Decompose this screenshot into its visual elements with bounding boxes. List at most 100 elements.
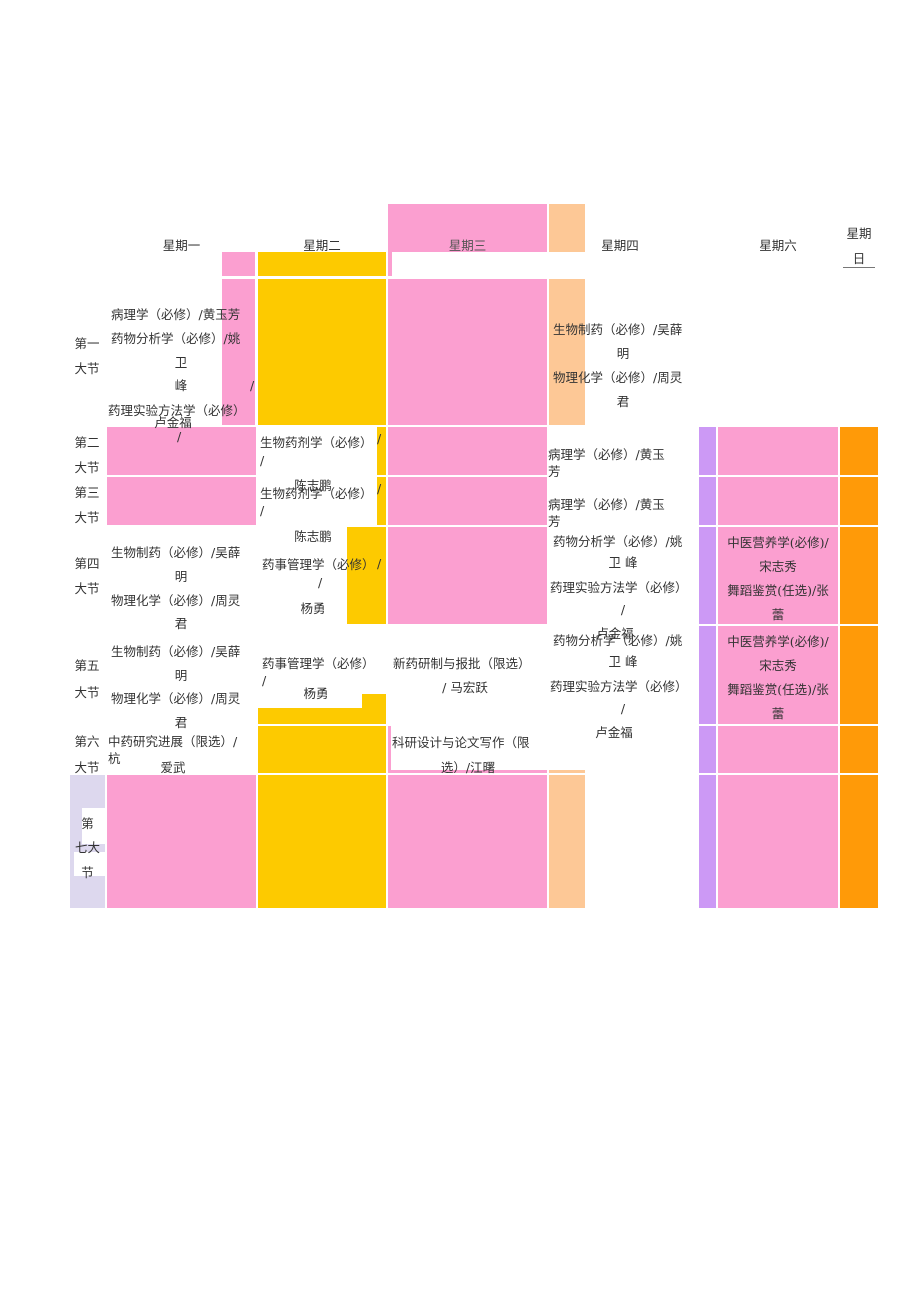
wed-p7-block (388, 775, 547, 908)
header-monday: 星期一 (162, 238, 201, 253)
wed-header-gap (392, 252, 547, 274)
period-4-b: 大节 (74, 581, 100, 596)
tue-p7-block (258, 775, 386, 908)
sat-purple-p6 (699, 726, 716, 773)
wed-p5-teacher: / 马宏跃 (442, 680, 488, 695)
header-sunday-underline (843, 267, 875, 268)
mon-p5-course-1b: 明 (174, 668, 188, 683)
wed-p6-bottom (388, 770, 547, 773)
thu-p4-course-2b: / (620, 602, 626, 617)
sat-p5-course-1b: 宋志秀 (759, 658, 797, 673)
thu-p3-course-b: 芳 (548, 514, 561, 529)
wed-p1-block (388, 279, 547, 425)
thu-p5-course-2: 药理实验方法学（必修） (550, 679, 688, 694)
sat-p4-course-1b: 宋志秀 (759, 559, 797, 574)
mon-p1-course-1: 病理学（必修）/黄玉芳 (111, 307, 241, 322)
thu-p5-course-2c: 卢金福 (595, 725, 633, 740)
thu-p6-bottom (549, 770, 585, 773)
period-3-a: 第三 (74, 485, 100, 500)
header-saturday: 星期六 (759, 238, 797, 253)
wed-p3-block (388, 477, 547, 525)
tue-p2-teacher: 陈志鹏 (294, 478, 332, 493)
sat-purple-p3 (699, 477, 716, 525)
thu-p2-course: 病理学（必修）/黄玉 (548, 447, 665, 462)
thu-p4-course-1: 药物分析学（必修）/姚 (553, 534, 683, 549)
thu-p5-course-1b: 卫 峰 (608, 654, 638, 669)
thu-p1-course-2b: 君 (616, 394, 630, 409)
period-7-a: 第 (81, 816, 94, 831)
period-7-b: 七大 (74, 840, 100, 855)
tue-p3-slash-a: / (377, 481, 382, 496)
thu-p1-course-2: 物理化学（必修）/周灵 (553, 370, 683, 385)
mon-p4-course-1b: 明 (174, 569, 188, 584)
tue-p3-course: 生物药剂学（必修） (260, 486, 373, 501)
thu-p4-course-2c: 卢金福 (596, 626, 634, 641)
mon-p5-course-2b: 君 (174, 715, 188, 730)
mon-p1-course-2c: 峰 (174, 378, 188, 393)
thu-header-block (549, 204, 585, 252)
wed-p5-course: 新药研制与报批（限选） (393, 656, 531, 671)
sat-p4-course-1: 中医营养学(必修)/ (727, 535, 829, 550)
p7-label-cut-b (74, 852, 105, 876)
header-wednesday: 星期三 (448, 238, 487, 253)
tue-p5-course: 药事管理学（必修） (262, 656, 375, 671)
header-tuesday: 星期二 (303, 238, 341, 253)
sat-p2-block (718, 427, 838, 475)
tue-p4-block (347, 527, 386, 624)
mon-p4-course-2b: 君 (174, 616, 188, 631)
header-sunday-a: 星期 (846, 226, 872, 241)
sun-p5-block (840, 626, 878, 724)
mon-p6-course-1c: 爱武 (160, 760, 186, 775)
wed-p6-teacher: 选）/江曙 (440, 760, 496, 775)
wed-header-block (388, 204, 547, 252)
tue-p1-block-a (258, 252, 386, 276)
mon-p2-block (107, 427, 256, 475)
mon-p1-course-3: 药理实验方法学（必修） (108, 403, 246, 418)
thu-p3-course: 病理学（必修）/黄玉 (548, 497, 665, 512)
thu-p1-block (549, 279, 585, 425)
sat-p5-course-2b: 蕾 (771, 706, 785, 721)
period-2-a: 第二 (74, 435, 100, 450)
tue-p2-block (377, 427, 386, 475)
header-thursday: 星期四 (601, 238, 639, 253)
period-7-c: 节 (81, 865, 94, 880)
tue-p1-block-b (258, 279, 386, 425)
sat-p7-block (718, 775, 838, 908)
thu-p5-course-1: 药物分析学（必修）/姚 (553, 633, 683, 648)
tue-p3-teacher: 陈志鹏 (294, 529, 332, 544)
wed-header-edge (388, 252, 392, 276)
sat-p4-course-2: 舞蹈鉴赏(任选)/张 (727, 583, 829, 598)
tue-p3-slash-b: / (260, 503, 265, 518)
sat-p4-block (718, 527, 838, 624)
sat-purple-p2 (699, 427, 716, 475)
sat-p4-course-2b: 蕾 (771, 607, 785, 622)
sat-purple-p5 (699, 626, 716, 724)
tue-p4-course: 药事管理学（必修） (262, 557, 375, 572)
period-1-a: 第一 (74, 336, 100, 351)
sun-p3-block (840, 477, 878, 525)
header-sunday-b: 日 (852, 251, 866, 266)
mon-p6-course-1: 中药研究进展（限选）/ (108, 734, 238, 749)
thu-p2-course-b: 芳 (548, 464, 561, 479)
sat-purple-p4 (699, 527, 716, 624)
mon-p4-course-1: 生物制药（必修）/吴薛 (111, 545, 241, 560)
period-4-a: 第四 (74, 556, 100, 571)
mon-p1-course-2: 药物分析学（必修）/姚 (111, 331, 241, 346)
thu-p1-course-1b: 明 (616, 346, 630, 361)
mon-p6-course-1b: 杭 (108, 751, 121, 766)
mon-p1-block-a (222, 252, 255, 276)
tue-p6-block (258, 726, 386, 773)
period-3-b: 大节 (74, 510, 100, 525)
sat-p3-block (718, 477, 838, 525)
sat-p6-block (718, 726, 838, 773)
period-6-b: 大节 (74, 760, 100, 775)
wed-p6-edge (388, 726, 391, 773)
mon-p1-course-3b: 卢金福 (154, 415, 192, 430)
mon-p1-slash: / (250, 378, 255, 393)
period-6-a: 第六 (74, 734, 100, 749)
mon-p1-block-b (222, 279, 255, 425)
sat-p5-course-1: 中医营养学(必修)/ (727, 634, 829, 649)
mon-p7-block (107, 775, 256, 908)
tue-p2-slash-a: / (377, 431, 382, 446)
tue-p2-slash-b: / (260, 453, 265, 468)
